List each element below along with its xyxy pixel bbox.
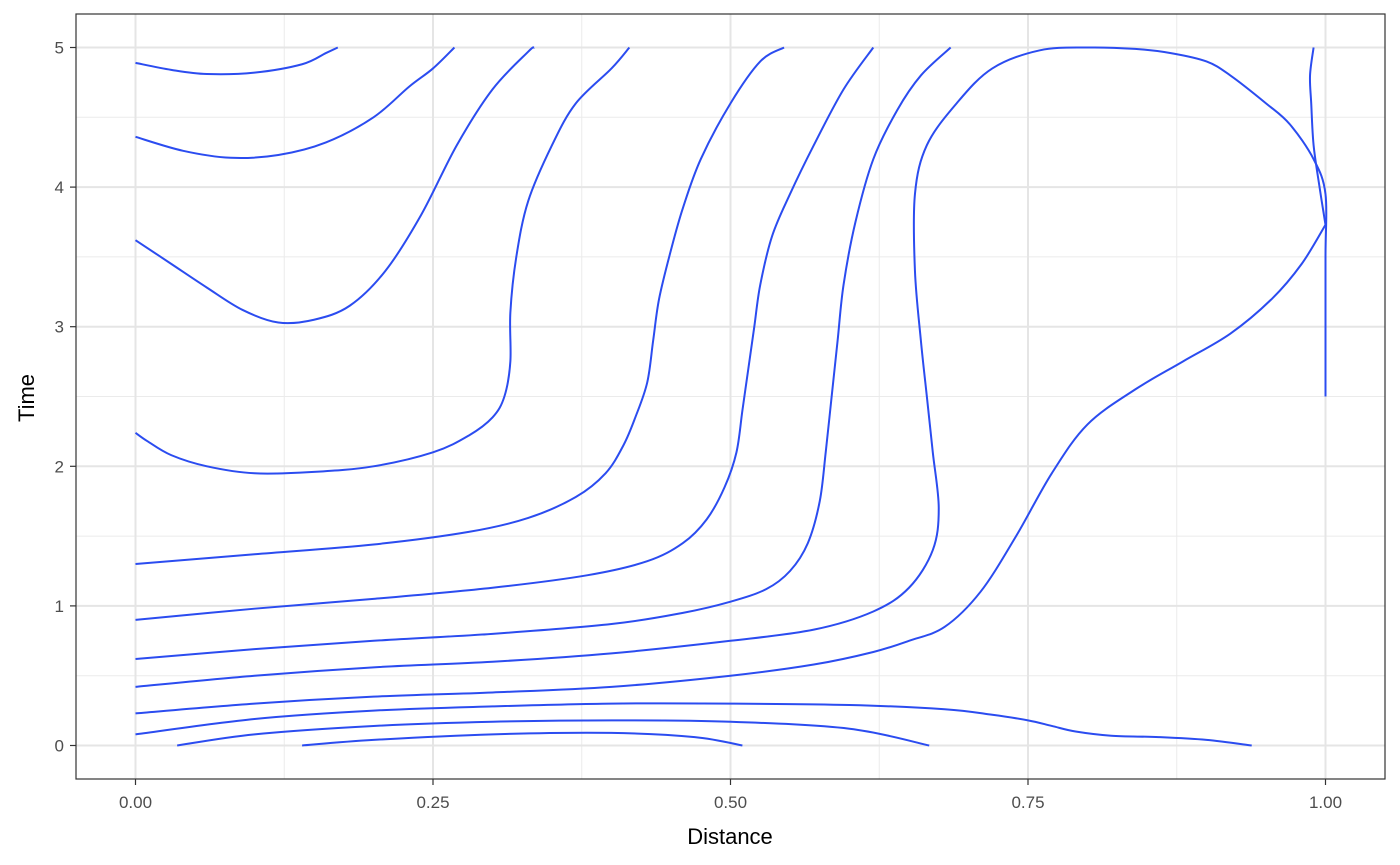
contour-lines bbox=[134, 46, 1328, 747]
y-tick-label: 0 bbox=[55, 736, 64, 755]
x-tick-label: 0.25 bbox=[416, 793, 449, 812]
contour-line-contour-8 bbox=[135, 46, 785, 566]
contour-line-contour-5 bbox=[135, 46, 1328, 688]
contour-line-contour-1 bbox=[302, 731, 743, 747]
y-tick-label: 1 bbox=[55, 597, 64, 616]
contour-line-contour-6 bbox=[135, 46, 952, 660]
y-tick-label: 4 bbox=[55, 178, 64, 197]
x-axis-title: Distance bbox=[687, 824, 773, 849]
x-tick-label: 0.00 bbox=[119, 793, 152, 812]
contour-line-contour-4 bbox=[135, 224, 1327, 715]
y-axis-ticks: 0 1 2 3 4 5 bbox=[55, 39, 76, 755]
contour-line-contour-13 bbox=[1308, 47, 1327, 225]
y-tick-label: 3 bbox=[55, 318, 64, 337]
contour-line-contour-7 bbox=[135, 46, 875, 621]
contour-line-contour-9 bbox=[134, 46, 631, 475]
y-axis-title: Time bbox=[14, 374, 39, 422]
contour-line-contour-3 bbox=[135, 702, 1252, 747]
y-tick-label: 2 bbox=[55, 457, 64, 476]
contour-line-contour-11 bbox=[135, 46, 456, 160]
contour-line-contour-12 bbox=[135, 46, 339, 76]
x-tick-label: 1.00 bbox=[1309, 793, 1342, 812]
x-tick-label: 0.75 bbox=[1011, 793, 1044, 812]
y-tick-label: 5 bbox=[55, 39, 64, 58]
contour-line-contour-2 bbox=[177, 719, 930, 747]
x-axis-ticks: 0.00 0.25 0.50 0.75 1.00 bbox=[119, 779, 1342, 812]
contour-line-contour-10 bbox=[134, 46, 535, 325]
x-tick-label: 0.50 bbox=[714, 793, 747, 812]
